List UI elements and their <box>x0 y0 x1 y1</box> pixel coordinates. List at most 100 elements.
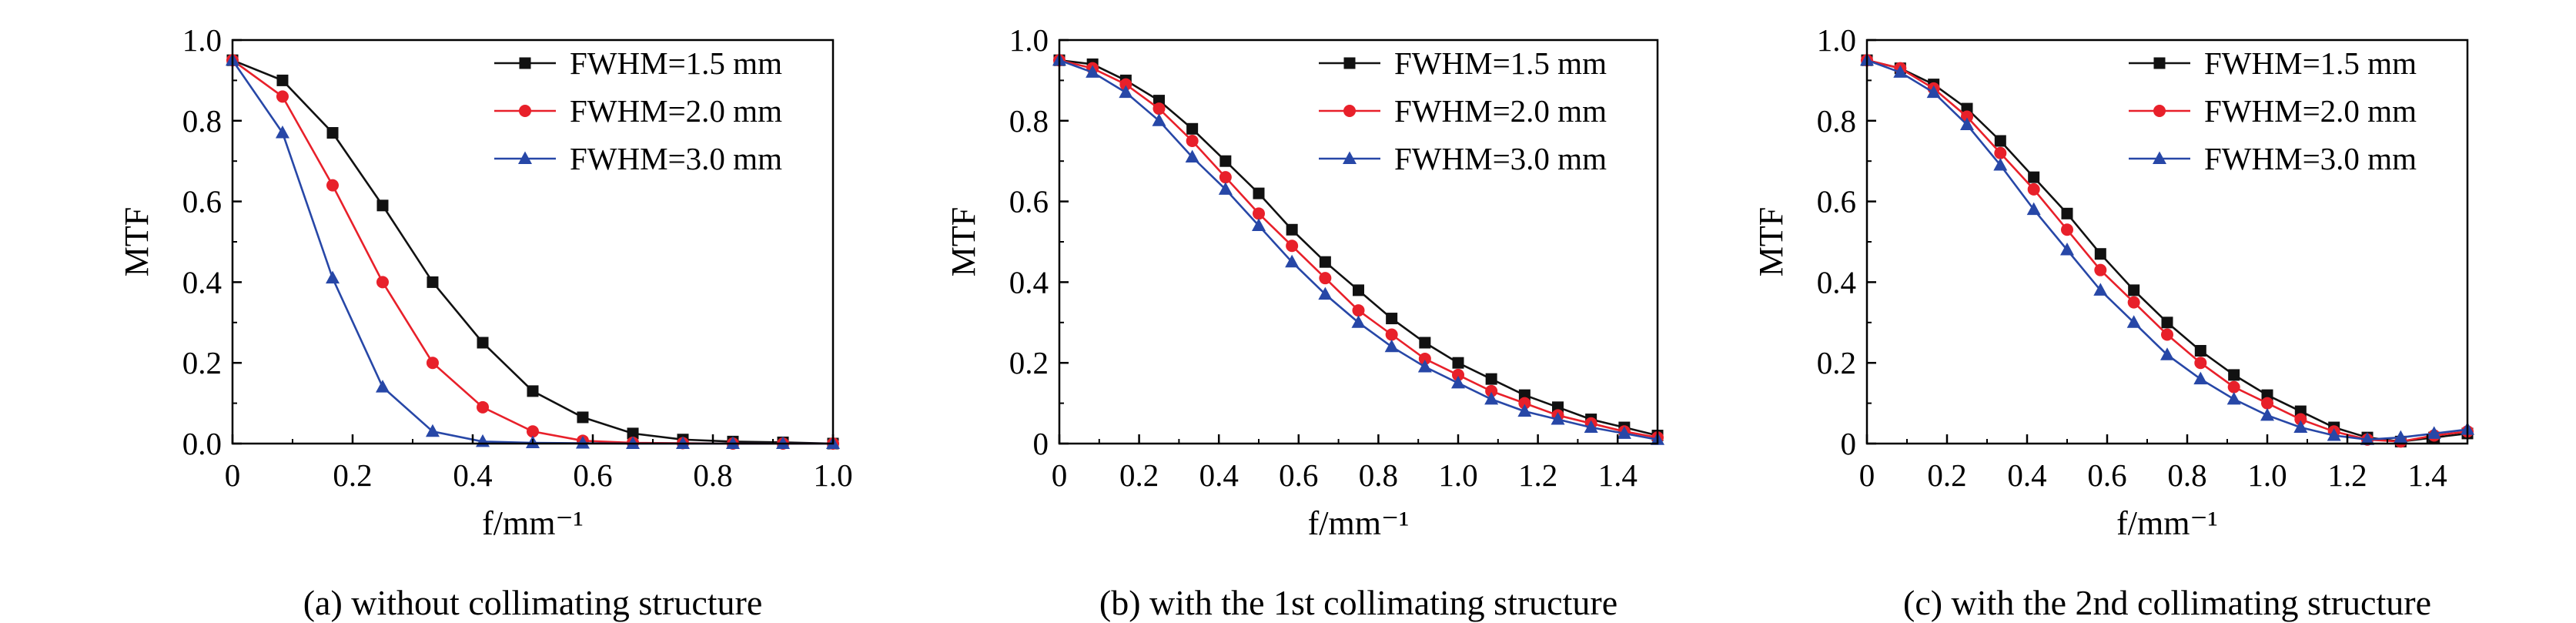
legend-marker <box>1343 105 1356 117</box>
x-tick-label: 0.8 <box>2167 457 2206 493</box>
series-3-point-7 <box>1252 218 1266 232</box>
series-2-point-5 <box>426 357 439 370</box>
y-axis-label: MTF <box>945 207 982 276</box>
series-2-point-10 <box>1352 304 1365 317</box>
series-3-point-8 <box>1285 254 1300 268</box>
series-3-point-15 <box>1517 404 1532 417</box>
series-3-point-5 <box>425 424 440 437</box>
series-2-point-6 <box>477 400 490 414</box>
y-tick-label: 0.8 <box>1009 103 1049 139</box>
legend: FWHM=1.5 mm FWHM=2.0 mm FWHM=3.0 mm <box>494 45 782 176</box>
series-3-point-5 <box>1185 149 1199 162</box>
series-2-point-13 <box>1452 368 1464 381</box>
x-tick-label: 1.2 <box>1518 457 1557 493</box>
y-tick-label: 0 <box>1841 426 1857 461</box>
series-2-point-7 <box>2061 223 2073 236</box>
series-1-point-5 <box>1186 122 1199 135</box>
legend-entry-2: FWHM=2.0 mm <box>1319 93 1607 129</box>
legend-label: FWHM=2.0 mm <box>570 93 782 129</box>
series-3-point-12 <box>1417 359 1432 373</box>
y-axis-label: MTF <box>1752 207 1790 276</box>
x-tick-label: 1.0 <box>813 457 852 493</box>
series-2-point-13 <box>2261 397 2273 410</box>
series-1-point-14 <box>1485 373 1497 385</box>
series-1-point-2 <box>276 74 289 86</box>
y-axis-label: MTF <box>118 207 156 276</box>
x-tick-label: 1.4 <box>2407 457 2447 493</box>
legend-label: FWHM=2.0 mm <box>1394 93 1607 129</box>
x-tick-label: 0 <box>225 457 241 493</box>
y-tick-label: 0.4 <box>182 264 222 300</box>
series-1-point-11 <box>1386 313 1398 325</box>
series-3-point-15 <box>2327 428 2341 441</box>
x-tick-label: 1.4 <box>1598 457 1638 493</box>
x-tick-label: 0.6 <box>2087 457 2126 493</box>
legend-entry-1: FWHM=1.5 mm <box>1319 45 1607 81</box>
y-tick-label: 0.6 <box>1009 184 1049 219</box>
series-3-point-14 <box>1484 391 1499 405</box>
chart-caption: (b) with the 1st collimating structure <box>1099 583 1618 622</box>
legend-entry-2: FWHM=2.0 mm <box>2129 93 2417 129</box>
series-1-point-9 <box>627 427 639 440</box>
x-tick-label: 0.8 <box>1359 457 1398 493</box>
series-2-point-8 <box>2094 263 2107 276</box>
legend-label: FWHM=1.5 mm <box>570 45 782 81</box>
y-tick-label: 1.0 <box>1009 22 1049 58</box>
series-1-point-3 <box>326 127 339 139</box>
series-2-point-12 <box>1418 352 1431 365</box>
legend-entry-3: FWHM=3.0 mm <box>494 141 782 176</box>
x-tick-label: 1.0 <box>1438 457 1477 493</box>
chart-panel-2: 0 0.2 0.4 0.6 0.8 1.0 1.2 1.4 0 0.2 0.4 0.6 0.8 1.0 MT… <box>945 22 1664 622</box>
series-1-point-7 <box>527 385 539 397</box>
series-1-point-7 <box>2061 207 2073 219</box>
legend-label: FWHM=2.0 mm <box>2204 93 2417 129</box>
legend-entry-3: FWHM=3.0 mm <box>2129 141 2417 176</box>
legend-marker <box>1343 151 1357 164</box>
series-3-point-4 <box>1960 117 1974 131</box>
series-2-point-14 <box>1485 384 1498 397</box>
chart-panel-1: 0 0.2 0.4 0.6 0.8 1.0 0.0 0.2 0.4 0.6 0.8 1.0 MTF f/m… <box>118 22 853 622</box>
y-tick-label: 0.8 <box>1817 103 1856 139</box>
legend-label: FWHM=1.5 mm <box>2204 45 2417 81</box>
series-3-point-14 <box>2293 420 2308 434</box>
series-3-point-7 <box>2060 242 2074 256</box>
series-1-point-7 <box>1253 187 1265 199</box>
series-3-point-4 <box>376 380 390 393</box>
series-1-point-10 <box>2161 317 2173 329</box>
series-1-point-5 <box>427 276 439 288</box>
series-2-point-6 <box>1219 171 1232 184</box>
series-2-point-3 <box>1119 78 1132 91</box>
series-3-point-3 <box>326 270 340 284</box>
series-1-point-8 <box>1286 223 1298 236</box>
legend-marker <box>518 151 532 164</box>
series-2-point-4 <box>376 276 389 289</box>
legend-marker <box>2153 151 2166 164</box>
series-1-point-5 <box>1994 135 2006 147</box>
y-tick-label: 0.8 <box>182 103 222 139</box>
series-2-point-8 <box>1286 239 1299 253</box>
y-tick-label: 0.6 <box>182 184 222 219</box>
series-1-point-13 <box>1452 357 1464 369</box>
series-2-point-14 <box>2294 413 2307 426</box>
legend: FWHM=1.5 mm FWHM=2.0 mm FWHM=3.0 mm <box>1319 45 1607 176</box>
series-2-point-11 <box>1385 328 1398 341</box>
series-3-point-10 <box>1351 315 1366 328</box>
series-1-point-10 <box>1353 284 1364 296</box>
series-2-point-4 <box>1153 102 1166 116</box>
legend-entry-1: FWHM=1.5 mm <box>494 45 782 81</box>
series-2-point-10 <box>2161 328 2173 341</box>
x-tick-label: 0.4 <box>1199 457 1239 493</box>
legend-label: FWHM=3.0 mm <box>570 141 782 176</box>
series-2-point-7 <box>527 425 539 438</box>
series-3-point-11 <box>1384 339 1399 353</box>
legend-marker <box>2153 105 2166 117</box>
x-tick-label: 0.4 <box>453 457 492 493</box>
series-3-point-18 <box>2427 426 2441 439</box>
series-3-point-16 <box>2360 432 2374 445</box>
series-3-point-17 <box>1584 420 1598 434</box>
y-tick-label: 1.0 <box>1817 22 1856 58</box>
legend-entry-3: FWHM=3.0 mm <box>1319 141 1607 176</box>
x-tick-label: 0.2 <box>1119 457 1159 493</box>
y-tick-label: 0.0 <box>182 426 222 461</box>
